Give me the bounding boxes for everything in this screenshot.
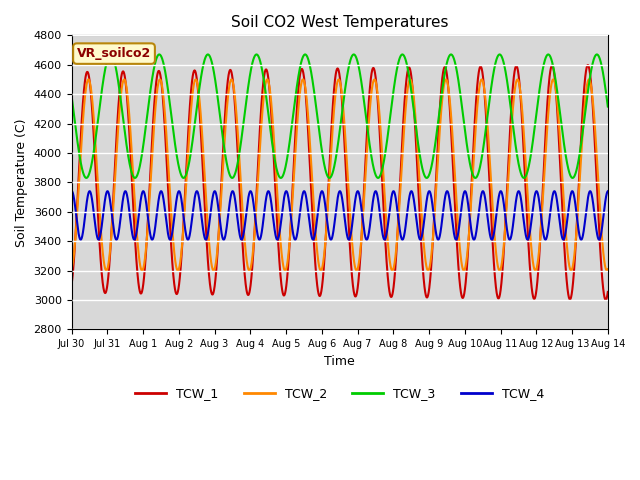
- TCW_4: [417, 237, 424, 242]
- X-axis label: Time: Time: [324, 355, 355, 368]
- TCW_4: [509, 225, 516, 230]
- TCW_4: [354, 188, 362, 194]
- TCW_1: [584, 62, 592, 68]
- TCW_1: [602, 297, 609, 303]
- TCW_2: [68, 266, 76, 272]
- TCW_2: [604, 266, 612, 272]
- TCW_3: [273, 166, 280, 172]
- Legend: TCW_1, TCW_2, TCW_3, TCW_4: TCW_1, TCW_2, TCW_3, TCW_4: [130, 383, 549, 406]
- TCW_3: [468, 169, 476, 175]
- TCW_4: [604, 188, 612, 194]
- TCW_4: [273, 236, 280, 242]
- TCW_3: [83, 175, 90, 181]
- TCW_1: [389, 288, 397, 293]
- TCW_3: [389, 90, 397, 96]
- TCW_3: [509, 120, 516, 125]
- TCW_4: [468, 231, 476, 237]
- TCW_4: [184, 237, 192, 242]
- TCW_3: [604, 104, 612, 109]
- TCW_2: [273, 179, 280, 185]
- TCW_3: [165, 95, 173, 100]
- TCW_2: [509, 108, 516, 114]
- TCW_1: [604, 289, 612, 295]
- Text: VR_soilco2: VR_soilco2: [77, 47, 151, 60]
- TCW_4: [68, 188, 76, 194]
- Title: Soil CO2 West Temperatures: Soil CO2 West Temperatures: [231, 15, 449, 30]
- TCW_1: [509, 89, 516, 95]
- TCW_2: [165, 173, 173, 179]
- TCW_1: [273, 208, 280, 214]
- TCW_4: [165, 235, 173, 241]
- TCW_2: [417, 195, 424, 201]
- Line: TCW_1: TCW_1: [72, 65, 608, 300]
- TCW_2: [406, 76, 414, 82]
- TCW_3: [417, 156, 424, 161]
- TCW_3: [593, 51, 601, 57]
- TCW_1: [417, 225, 424, 230]
- Line: TCW_3: TCW_3: [72, 54, 608, 178]
- TCW_2: [210, 268, 218, 274]
- TCW_1: [165, 203, 173, 209]
- TCW_1: [468, 179, 476, 184]
- TCW_4: [390, 188, 397, 194]
- Line: TCW_4: TCW_4: [72, 191, 608, 240]
- TCW_3: [68, 93, 76, 98]
- TCW_2: [389, 266, 397, 272]
- Line: TCW_2: TCW_2: [72, 79, 608, 271]
- Y-axis label: Soil Temperature (C): Soil Temperature (C): [15, 118, 28, 247]
- TCW_2: [468, 187, 476, 192]
- TCW_1: [68, 282, 76, 288]
